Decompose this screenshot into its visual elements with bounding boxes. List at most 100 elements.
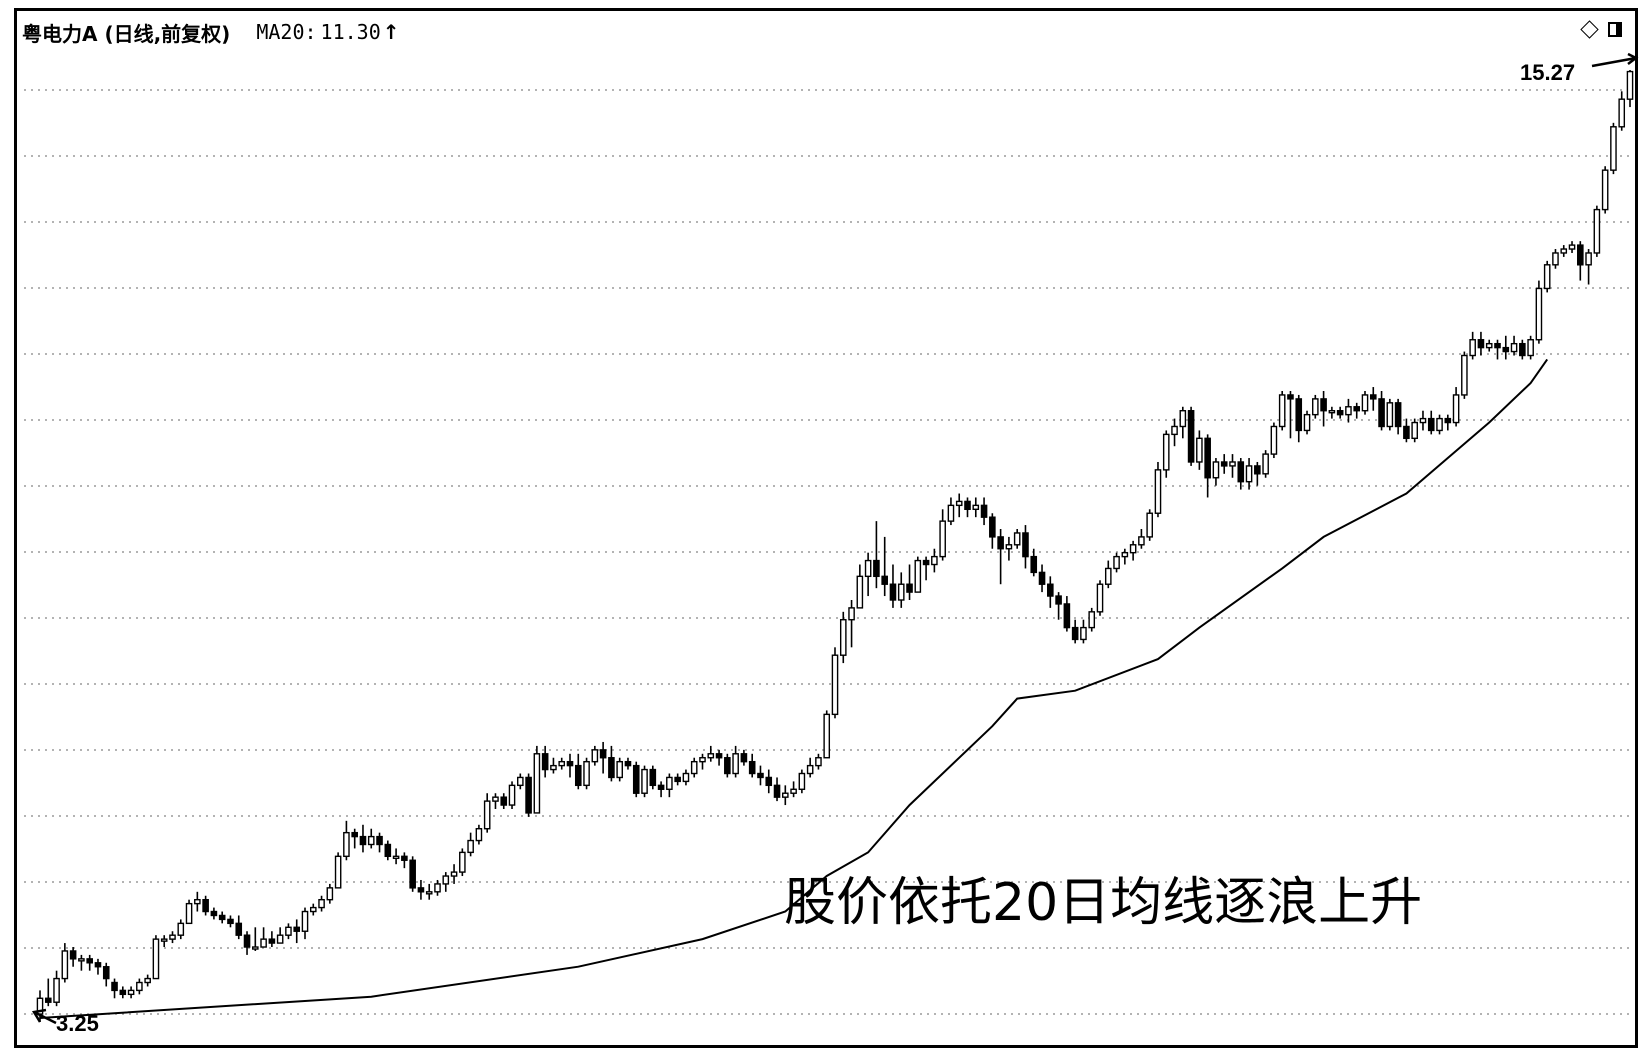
high-price-label: 15.27 [1520,60,1575,85]
window-controls [1579,19,1624,39]
candle [1287,390,1294,439]
candle-body-up [467,839,474,854]
candle [459,848,466,877]
candle-body-down [1022,532,1029,558]
candle-body-up [1245,465,1253,483]
candle [376,832,383,853]
candle [550,757,557,774]
candle-body-down [997,536,1004,550]
candle [194,891,201,912]
candle-body-up [848,607,855,621]
candle-body-up [947,504,955,522]
candle [1212,458,1220,486]
candle-body-up [1610,126,1617,171]
candle [102,962,110,987]
candle-body-up [839,619,847,656]
candle-body-up [1096,583,1104,613]
candle-body-up [1593,208,1601,254]
candle [1543,260,1551,293]
candle [815,753,822,770]
candle-body-up [1013,532,1021,546]
candle-body-down [119,989,127,996]
candle [947,497,955,526]
candle-body-down [608,757,615,779]
candle-body-up [914,559,922,593]
candle [1353,402,1361,419]
candle [309,903,317,916]
candle [707,745,715,762]
candle-body-down [1287,394,1294,400]
candle-body-up [136,981,143,992]
candle [69,947,77,967]
candle-body-up [1088,611,1096,629]
candle-body-up [690,760,698,775]
candle [964,497,971,518]
candle [202,895,209,916]
candle-body-up [798,772,806,790]
candle-body-down [757,772,764,779]
candle-body-up [160,938,168,942]
candle [591,745,599,766]
candle [61,943,69,983]
candle [1502,335,1510,360]
candle-body-down [873,559,880,578]
candle-body-up [194,898,201,905]
candle-body-down [632,764,640,794]
candle-body-up [1104,567,1112,585]
candle-body-down [44,997,52,1003]
candle-body-up [318,898,325,909]
grid-lines [24,89,1634,1015]
candle-body-down [1403,425,1410,440]
candle [765,769,773,794]
candle [53,970,60,1007]
candle [715,749,723,766]
candle-body-up [459,851,466,873]
candle-body-down [102,966,110,980]
candle-body-up [53,977,60,1003]
candle-body-down [210,910,218,917]
candle [1419,410,1427,431]
candle [1262,450,1269,478]
candle-body-down [227,918,234,925]
candle-body-down [765,776,773,787]
candle-body-down [268,938,276,944]
candle-body-up [1179,410,1187,428]
candle [1444,414,1452,431]
candle [922,556,930,581]
candle [351,828,358,849]
candle [806,757,814,778]
candle [1047,576,1054,608]
candle [1278,390,1286,431]
candle-body-up [1469,339,1476,357]
ma20-line [39,358,1549,1019]
candle-body-down [409,859,416,889]
candle-body-up [1196,437,1203,463]
candle [1494,339,1501,360]
candle [1121,548,1129,565]
candle [682,769,690,786]
candle-body-down [1237,461,1245,483]
candle-body-up [790,788,797,794]
candle-body-up [931,555,938,566]
ma20-up-arrow-icon: ↑ [382,20,400,44]
candle [1436,414,1443,435]
panel-toggle-icon[interactable] [1606,20,1624,38]
candle [508,781,516,809]
candle-body-up [1171,425,1178,436]
candle-body-up [1452,394,1460,424]
candle-body-up [641,768,648,794]
candle-body-up [1361,394,1369,412]
candle-body-up [343,831,350,858]
candle [1005,536,1013,561]
candle-body-down [293,926,301,932]
candle-body-up [483,800,491,830]
candle [1427,410,1435,435]
candle [757,765,764,786]
candle-body-down [376,835,383,846]
candle-body-up [1121,551,1129,558]
high-arrow-icon [1591,52,1639,68]
low-price-label: 3.25 [56,1011,99,1036]
candle-body-down [1047,583,1054,597]
candle-body-down [715,753,723,759]
